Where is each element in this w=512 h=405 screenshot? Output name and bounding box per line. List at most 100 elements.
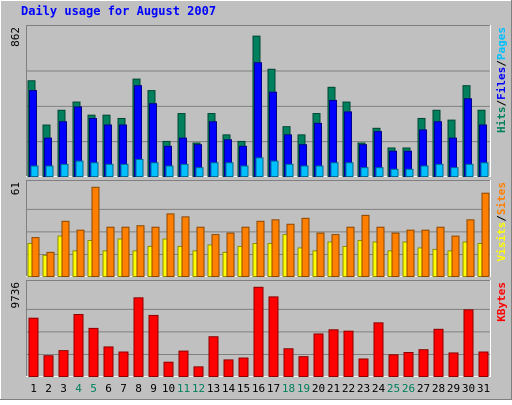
kbytes-bar: [43, 355, 54, 377]
kbytes-bar: [478, 351, 489, 377]
sites-bar: [226, 232, 235, 278]
sites-bar: [151, 226, 160, 277]
pages-bar: [120, 163, 129, 177]
sites-bar: [76, 229, 85, 278]
sites-bar: [61, 220, 70, 277]
kbytes-bar: [73, 313, 84, 377]
sites-bar: [391, 232, 400, 278]
kbytes-bar: [133, 297, 144, 377]
x-axis-day-label: 12: [192, 382, 205, 395]
sites-bar: [241, 226, 250, 277]
x-axis-day-label: 13: [207, 382, 220, 395]
sites-bar: [121, 226, 130, 277]
kbytes-bar: [433, 328, 444, 377]
visits_panel-legend-separator: /: [495, 215, 508, 222]
sites-bar: [481, 192, 490, 278]
pages-bar: [180, 163, 189, 177]
x-axis-day-label: 25: [387, 382, 400, 395]
kbytes-bar: [418, 349, 429, 377]
kbytes_panel-legend-entry: KBytes: [495, 282, 508, 322]
kbytes_panel-legend: KBytes: [495, 282, 508, 322]
pages-bar: [90, 162, 99, 177]
hits_panel-legend: Hits/Files/Pages: [495, 27, 508, 133]
sites-bar: [466, 219, 475, 277]
kbytes-bar: [343, 330, 354, 377]
sites-bar: [346, 226, 355, 277]
sites-bar: [286, 223, 295, 277]
x-axis-day-label: 29: [447, 382, 460, 395]
pages-bar: [420, 165, 429, 177]
x-axis-day-label: 23: [357, 382, 370, 395]
sites-bar: [211, 234, 220, 278]
x-axis-day-label: 10: [162, 382, 175, 395]
pages-bar: [225, 162, 234, 177]
hits_panel-legend-entry: Pages: [495, 27, 508, 60]
kbytes-bar: [253, 286, 264, 378]
kbytes-bar: [268, 296, 279, 377]
kbytes-bar: [238, 357, 249, 377]
kbytes-bar: [358, 358, 369, 378]
sites-bar: [136, 225, 145, 277]
pages-bar: [135, 158, 144, 177]
sites-bar: [91, 186, 100, 277]
x-axis-day-label: 3: [60, 382, 67, 395]
pages-bar: [210, 162, 219, 177]
pages-bar: [360, 167, 369, 177]
sites-bar: [451, 235, 460, 277]
x-axis-day-label: 31: [477, 382, 490, 395]
sites-bar: [361, 214, 370, 278]
pages-bar: [345, 162, 354, 177]
x-axis-day-label: 16: [252, 382, 265, 395]
pages-bar: [255, 157, 264, 178]
kbytes-bar: [118, 351, 129, 377]
pages-bar: [450, 167, 459, 177]
kbytes-bar: [208, 336, 219, 377]
x-axis-day-label: 26: [402, 382, 415, 395]
sites-bar: [166, 213, 175, 278]
x-axis-day-label: 18: [282, 382, 295, 395]
x-axis-day-label: 21: [327, 382, 340, 395]
kbytes-bar: [28, 317, 39, 377]
pages-bar: [285, 163, 294, 177]
pages-bar: [390, 168, 399, 177]
kbytes-bar: [193, 366, 204, 377]
pages-bar: [465, 163, 474, 177]
pages-bar: [75, 160, 84, 177]
pages-bar: [480, 162, 489, 177]
pages-bar: [270, 160, 279, 177]
kbytes-bar: [88, 327, 99, 377]
x-axis-day-label: 14: [222, 382, 236, 395]
sites-bar: [376, 226, 385, 277]
hits_panel-legend-entry: Hits: [495, 107, 508, 134]
x-axis-day-label: 6: [105, 382, 112, 395]
visits_panel-legend: Visits/Sites: [495, 182, 508, 262]
sites-bar: [271, 219, 280, 277]
visits_panel-legend-entry: Visits: [495, 222, 508, 262]
sites-bar: [46, 251, 55, 278]
kbytes-bar: [148, 314, 159, 378]
x-axis-day-label: 19: [297, 382, 310, 395]
x-axis-day-label: 27: [417, 382, 430, 395]
x-axis-day-label: 20: [312, 382, 325, 395]
kbytes-bar: [403, 351, 414, 378]
x-axis-day-label: 22: [342, 382, 355, 395]
kbytes-bar: [463, 309, 474, 377]
hits_panel-legend-separator: /: [495, 100, 508, 107]
x-axis-day-label: 11: [177, 382, 190, 395]
sites-bar: [316, 232, 325, 278]
x-axis-day-label: 15: [237, 382, 250, 395]
pages-bar: [300, 165, 309, 177]
chart-title: Daily usage for August 2007: [21, 4, 216, 18]
pages-bar: [405, 168, 414, 177]
pages-bar: [165, 165, 174, 177]
x-axis-day-label: 5: [90, 382, 97, 395]
x-axis-day-label: 8: [135, 382, 142, 395]
files-bar: [29, 90, 37, 177]
pages-bar: [105, 163, 114, 177]
sites-bar: [256, 220, 265, 277]
sites-bar: [301, 217, 310, 277]
pages-bar: [315, 165, 324, 177]
hits_panel-max-label: 862: [9, 27, 22, 47]
